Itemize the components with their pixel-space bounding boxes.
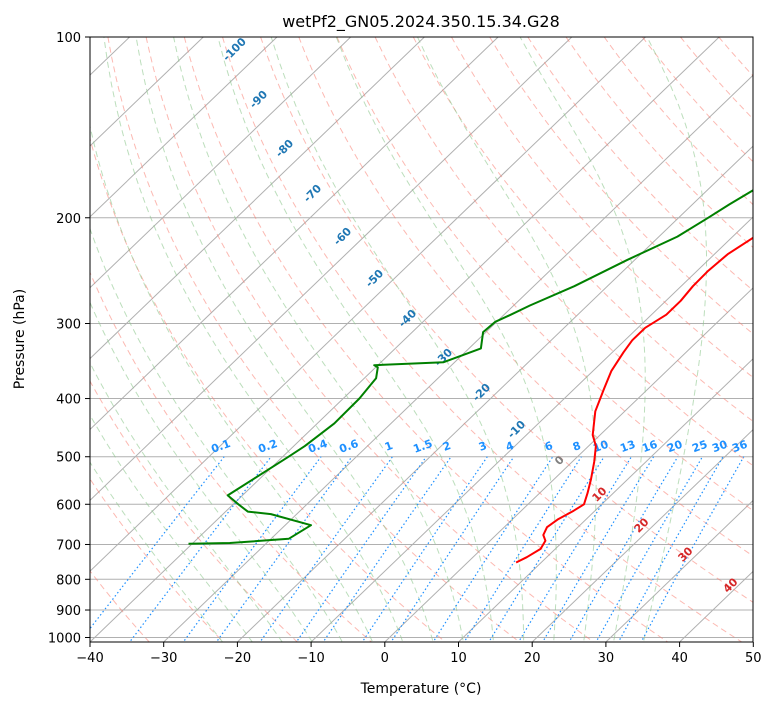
y-tick-label: 300 xyxy=(56,318,81,333)
y-tick-label: 500 xyxy=(56,451,81,466)
y-tick-label: 100 xyxy=(56,31,81,46)
y-tick-label: 700 xyxy=(56,538,81,553)
y-tick-label: 400 xyxy=(56,393,81,408)
x-tick-label: 0 xyxy=(381,651,389,666)
x-tick-label: 20 xyxy=(524,651,541,666)
y-tick-label: 1000 xyxy=(48,632,81,647)
x-tick-label: −20 xyxy=(224,651,251,666)
y-tick-label: 800 xyxy=(56,573,81,588)
x-tick-label: 30 xyxy=(598,651,615,666)
y-tick-label: 900 xyxy=(56,604,81,619)
y-axis-label: Pressure (hPa) xyxy=(12,289,28,389)
chart-title: wetPf2_GN05.2024.350.15.34.G28 xyxy=(282,12,560,32)
x-tick-label: 50 xyxy=(745,651,762,666)
x-tick-label: −30 xyxy=(150,651,177,666)
y-tick-label: 600 xyxy=(56,498,81,513)
y-tick-label: 200 xyxy=(56,212,81,227)
x-tick-label: −40 xyxy=(76,651,103,666)
x-axis-label: Temperature (°C) xyxy=(360,681,482,697)
x-tick-label: 40 xyxy=(671,651,688,666)
x-tick-label: 10 xyxy=(450,651,467,666)
x-tick-label: −10 xyxy=(297,651,324,666)
